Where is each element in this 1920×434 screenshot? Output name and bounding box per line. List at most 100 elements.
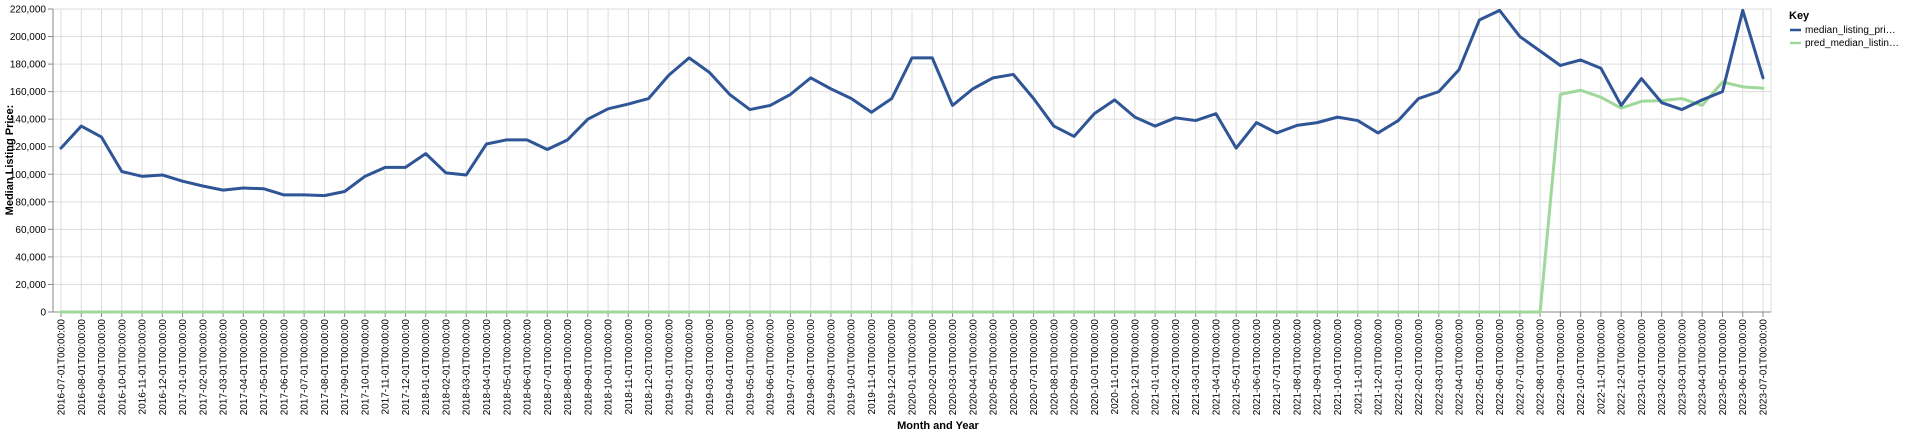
x-tick-label: 2017-12-01T00:00:00	[401, 319, 412, 416]
x-tick-label: 2022-01-01T00:00:00	[1394, 319, 1405, 416]
x-tick-label: 2021-10-01T00:00:00	[1333, 319, 1344, 416]
series-line-pred-median-listing-price	[59, 80, 1765, 314]
x-tick-label: 2017-11-01T00:00:00	[381, 319, 392, 415]
x-tick-label: 2019-11-01T00:00:00	[867, 319, 878, 415]
x-tick-label: 2019-03-01T00:00:00	[705, 319, 716, 416]
x-tick-label: 2019-09-01T00:00:00	[826, 319, 837, 416]
x-tick-label: 2022-05-01T00:00:00	[1475, 319, 1486, 416]
x-tick-label: 2018-06-01T00:00:00	[523, 319, 534, 416]
y-tick-label: 20,000	[15, 280, 46, 291]
x-tick-label: 2020-10-01T00:00:00	[1090, 319, 1101, 416]
x-tick-label: 2020-02-01T00:00:00	[928, 319, 939, 416]
x-tick-label: 2020-11-01T00:00:00	[1110, 319, 1121, 415]
x-tick-label: 2022-04-01T00:00:00	[1455, 319, 1466, 416]
x-tick-label: 2019-10-01T00:00:00	[847, 319, 858, 416]
series-lines	[59, 8, 1765, 314]
x-tick-label: 2016-09-01T00:00:00	[97, 319, 108, 416]
x-tick-label: 2022-09-01T00:00:00	[1556, 319, 1567, 416]
x-tick-label: 2023-05-01T00:00:00	[1718, 319, 1729, 416]
x-tick-label: 2019-12-01T00:00:00	[887, 319, 898, 416]
x-tick-label: 2020-03-01T00:00:00	[948, 319, 959, 416]
x-tick-label: 2023-07-01T00:00:00	[1759, 319, 1770, 416]
legend: Key median_listing_pri… pred_median_listi…	[1789, 10, 1899, 49]
x-tick-label: 2018-02-01T00:00:00	[441, 319, 452, 416]
x-tick-label: 2021-08-01T00:00:00	[1292, 319, 1303, 416]
x-tick-label: 2016-08-01T00:00:00	[77, 319, 88, 416]
y-tick-label: 80,000	[15, 197, 46, 208]
x-tick-label: 2018-01-01T00:00:00	[421, 319, 432, 416]
x-tick-label: 2017-04-01T00:00:00	[239, 319, 250, 416]
x-tick-label: 2021-11-01T00:00:00	[1353, 319, 1364, 415]
x-tick-label: 2016-10-01T00:00:00	[117, 319, 128, 416]
legend-label: median_listing_pri…	[1805, 25, 1896, 36]
x-tick-label: 2018-07-01T00:00:00	[543, 319, 554, 416]
y-tick-label: 220,000	[10, 5, 47, 16]
x-tick-label: 2017-08-01T00:00:00	[320, 319, 331, 416]
x-tick-label: 2022-10-01T00:00:00	[1576, 319, 1587, 416]
grid-lines	[52, 8, 1772, 313]
y-axis: 0 20,000 40,000 60,000 80,000 100,000 120,000 1…	[10, 5, 54, 319]
x-tick-label: 2021-12-01T00:00:00	[1374, 319, 1385, 416]
x-tick-label: 2019-01-01T00:00:00	[664, 319, 675, 416]
x-tick-label: 2021-06-01T00:00:00	[1252, 319, 1263, 416]
x-tick-label: 2023-02-01T00:00:00	[1657, 319, 1668, 416]
x-tick-label: 2018-05-01T00:00:00	[502, 319, 513, 416]
y-tick-label: 160,000	[10, 87, 47, 98]
x-tick-label: 2018-12-01T00:00:00	[644, 319, 655, 416]
x-tick-label: 2020-05-01T00:00:00	[989, 319, 1000, 416]
x-tick-label: 2023-03-01T00:00:00	[1677, 319, 1688, 416]
x-tick-label: 2016-07-01T00:00:00	[57, 319, 68, 416]
x-tick-label: 2018-03-01T00:00:00	[462, 319, 473, 416]
x-tick-label: 2019-04-01T00:00:00	[725, 319, 736, 416]
legend-items: median_listing_pri… pred_median_listin…	[1790, 25, 1899, 49]
x-tick-label: 2020-12-01T00:00:00	[1130, 319, 1141, 416]
x-tick-label: 2017-05-01T00:00:00	[259, 319, 270, 416]
series-line-median-listing-price	[59, 8, 1765, 198]
x-tick-label: 2022-08-01T00:00:00	[1536, 319, 1547, 416]
x-tick-label: 2019-07-01T00:00:00	[786, 319, 797, 416]
x-tick-label: 2017-03-01T00:00:00	[219, 319, 230, 416]
x-tick-label: 2019-08-01T00:00:00	[806, 319, 817, 416]
x-tick-label: 2017-02-01T00:00:00	[198, 319, 209, 416]
x-tick-label: 2018-09-01T00:00:00	[583, 319, 594, 416]
x-tick-label: 2019-06-01T00:00:00	[766, 319, 777, 416]
x-tick-label: 2021-03-01T00:00:00	[1191, 319, 1202, 416]
x-tick-label: 2020-01-01T00:00:00	[908, 319, 919, 416]
x-tick-label: 2018-10-01T00:00:00	[604, 319, 615, 416]
y-tick-label: 180,000	[10, 60, 47, 71]
y-tick-label: 120,000	[10, 142, 47, 153]
y-tick-label: 40,000	[15, 252, 46, 263]
x-tick-label: 2022-02-01T00:00:00	[1414, 319, 1425, 416]
x-tick-label: 2021-09-01T00:00:00	[1313, 319, 1324, 416]
x-tick-label: 2023-06-01T00:00:00	[1738, 319, 1749, 416]
y-tick-label: 0	[40, 308, 46, 319]
legend-label: pred_median_listin…	[1805, 38, 1899, 49]
x-tick-label: 2017-01-01T00:00:00	[178, 319, 189, 416]
x-tick-label: 2022-03-01T00:00:00	[1434, 319, 1445, 416]
x-tick-label: 2020-06-01T00:00:00	[1009, 319, 1020, 416]
x-tick-label: 2021-05-01T00:00:00	[1232, 319, 1243, 416]
legend-title: Key	[1789, 10, 1810, 22]
x-tick-label: 2022-07-01T00:00:00	[1515, 319, 1526, 416]
x-tick-label: 2021-01-01T00:00:00	[1151, 319, 1162, 416]
x-tick-label: 2022-12-01T00:00:00	[1617, 319, 1628, 416]
x-tick-label: 2018-04-01T00:00:00	[482, 319, 493, 416]
x-axis: 2016-07-01T00:00:00 2016-08-01T00:00:00 20…	[53, 311, 1771, 416]
x-tick-label: 2018-08-01T00:00:00	[563, 319, 574, 416]
x-tick-label: 2019-05-01T00:00:00	[745, 319, 756, 416]
x-tick-label: 2021-07-01T00:00:00	[1272, 319, 1283, 416]
x-tick-label: 2016-11-01T00:00:00	[138, 319, 149, 415]
y-axis-title: Median Listing Price:	[4, 105, 16, 216]
x-tick-label: 2020-09-01T00:00:00	[1070, 319, 1081, 416]
x-axis-title: Month and Year	[897, 420, 979, 432]
x-tick-label: 2022-11-01T00:00:00	[1596, 319, 1607, 415]
x-tick-label: 2023-04-01T00:00:00	[1698, 319, 1709, 416]
y-tick-label: 100,000	[10, 170, 47, 181]
x-tick-label: 2017-09-01T00:00:00	[340, 319, 351, 416]
x-tick-label: 2017-10-01T00:00:00	[360, 319, 371, 416]
x-tick-label: 2017-06-01T00:00:00	[279, 319, 290, 416]
x-tick-label: 2018-11-01T00:00:00	[624, 319, 635, 415]
x-tick-label: 2016-12-01T00:00:00	[158, 319, 169, 416]
